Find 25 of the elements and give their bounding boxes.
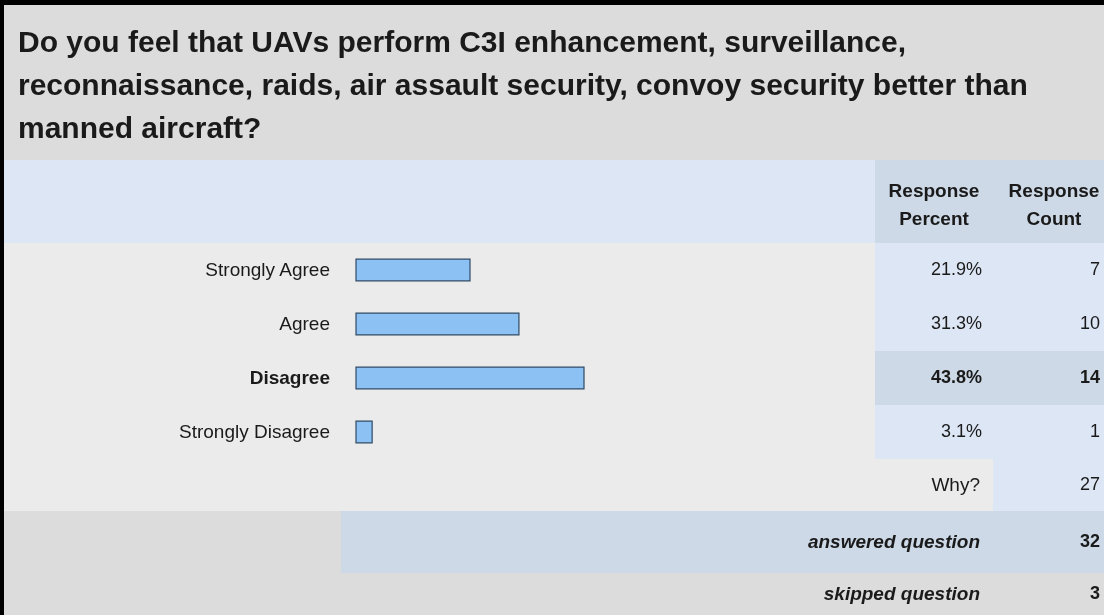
bar <box>355 366 585 390</box>
y-tick-label: Agree <box>279 313 330 334</box>
bar <box>355 258 471 282</box>
text: 3 <box>1089 583 1100 603</box>
data-label: 43.8% <box>930 367 982 387</box>
text: 14 <box>1079 367 1100 387</box>
text: 10 <box>1079 313 1100 333</box>
chart-title: Do you feel that UAVs perform C3I enhancement, surveillance, reconnaissance, raids, air assault security, convoy security better than manned aircraft? <box>18 25 1028 144</box>
y-tick-label: Strongly Agree <box>205 259 330 280</box>
text: 1 <box>1089 421 1100 441</box>
text: 27 <box>1079 474 1100 494</box>
bar <box>355 420 373 444</box>
text: Response Count <box>1008 179 1100 229</box>
y-tick-label: Strongly Disagree <box>178 421 330 442</box>
text: Response Percent <box>888 179 980 229</box>
data-label: 31.3% <box>930 313 982 333</box>
y-tick-label: Disagree <box>249 367 330 388</box>
data-label: 21.9% <box>930 259 982 279</box>
text: 7 <box>1089 259 1100 279</box>
text: answered question <box>807 531 980 552</box>
text: skipped question <box>823 583 980 604</box>
bar <box>355 312 520 336</box>
data-label: 3.1% <box>940 421 982 441</box>
text: 32 <box>1079 531 1100 551</box>
text: Why? <box>931 474 980 495</box>
